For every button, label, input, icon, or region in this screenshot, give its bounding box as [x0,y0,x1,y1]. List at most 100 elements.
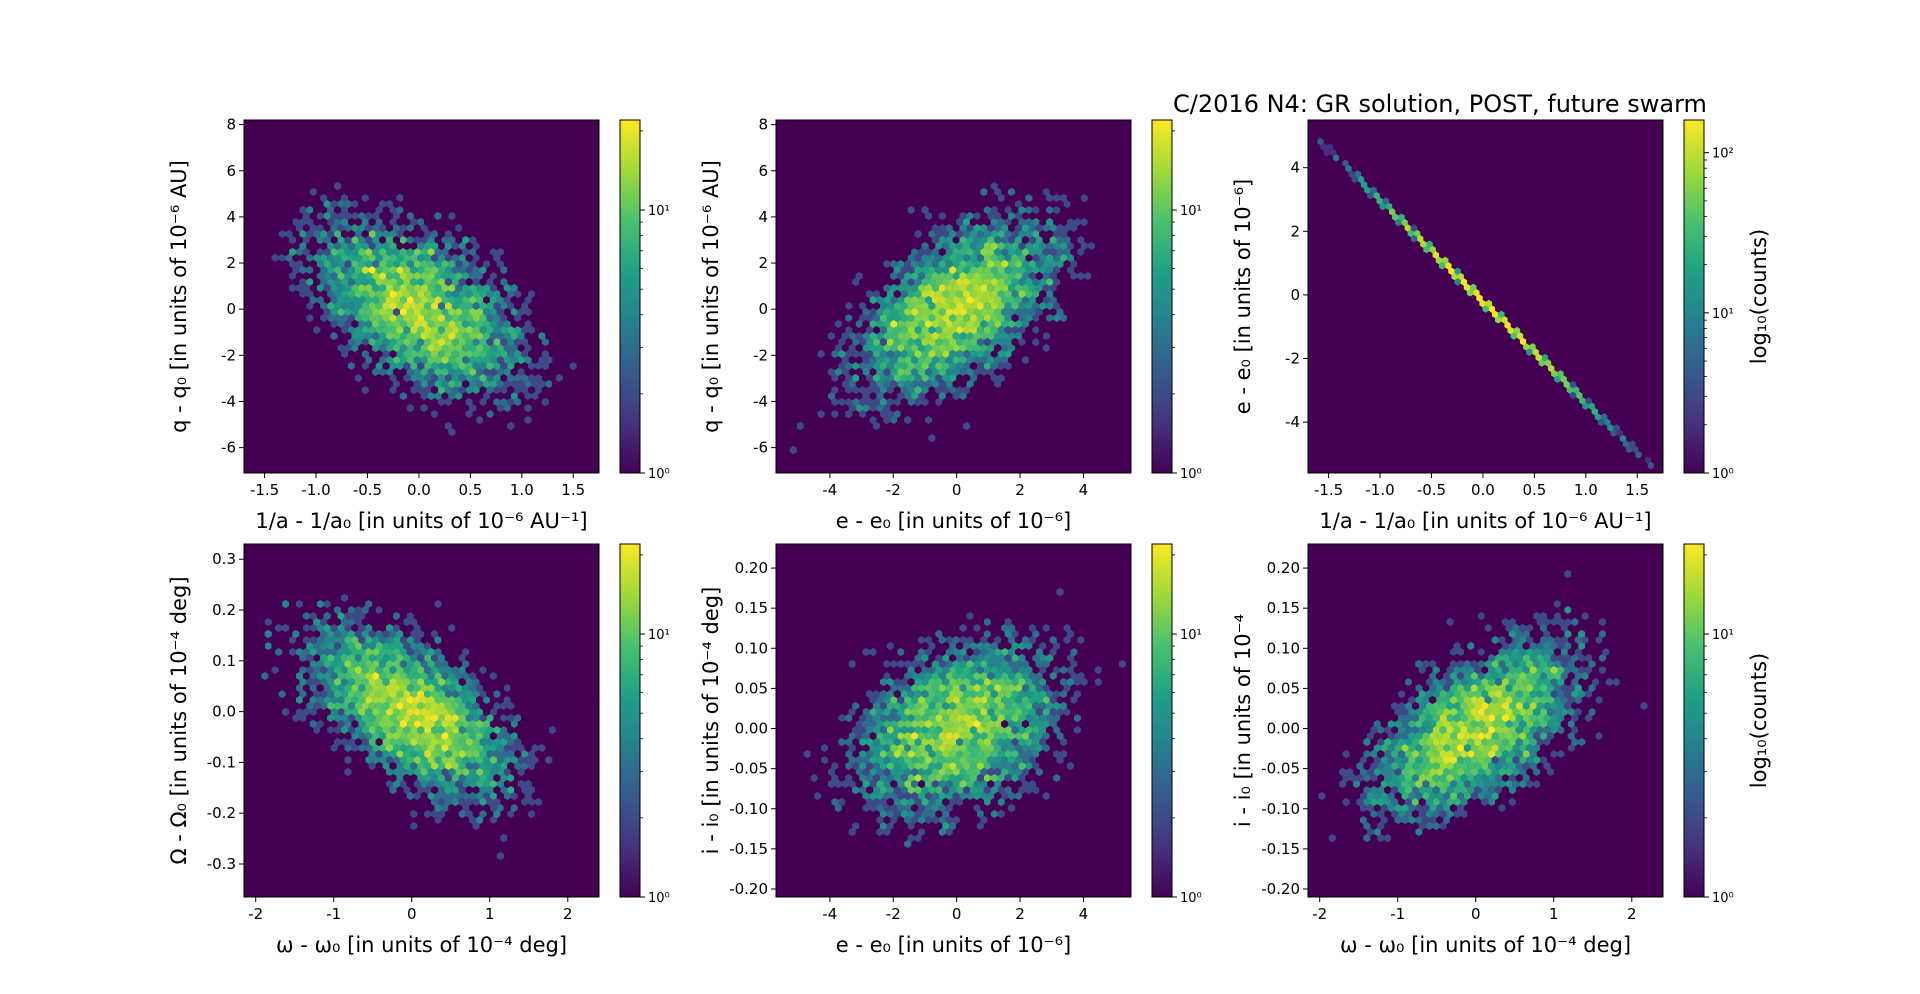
hexbin-cell [1118,683,1126,693]
y-tick-label: -2 [753,346,768,364]
hexbin-cell [1505,695,1513,705]
hexbin-cell [1460,689,1468,699]
hexbin-cell [883,355,891,365]
hexbin-cell [879,289,887,299]
hexbin-cell [334,737,342,747]
hexbin-cell [883,367,891,377]
hexbin-cell [976,313,984,323]
x-tick-label: 1.5 [1625,481,1649,499]
hexbin-cell [1001,235,1009,245]
hexbin-cell [306,665,314,675]
hexbin-cell [942,821,950,831]
hexbin-cell [1450,683,1457,693]
hexbin-cell [886,361,894,371]
hexbin-cell [285,217,293,227]
hexbin-cell [420,767,428,777]
hexbin-cell [334,677,342,687]
hexbin-cell [994,671,1002,681]
hexbin-cell [935,773,943,783]
hexbin-cell [997,193,1005,203]
hexbin-cell [337,355,345,365]
hexbin-cell [994,635,1002,645]
hexbin-cell [976,641,984,651]
hexbin-cell [320,253,328,263]
hexbin-cell [320,689,328,699]
hexbin-cell [389,289,397,299]
hexbin-cell [413,683,421,693]
hexbin-cell [1495,665,1503,675]
hexbin-cell [503,803,511,813]
hexbin-cell [845,737,853,747]
hexbin-cell [389,725,397,735]
hexbin-cell [392,379,400,389]
hexbin-cell [386,731,393,741]
hexbin-cell [538,391,546,401]
hexbin-cell [1460,857,1468,867]
hexbin-cell [914,361,922,371]
hexbin-cell [897,295,905,305]
hexbin-cell [534,397,542,407]
hexbin-cell [354,241,362,251]
hexbin-cell [472,749,480,759]
hexbin-cell [1018,689,1026,699]
hexbin-cell [448,331,456,341]
hexbin-cell [386,199,393,209]
hexbin-cell [897,635,905,645]
hexbin-cell [904,767,912,777]
hexbin-cell [890,683,898,693]
hexbin-cell [448,695,456,705]
hexbin-cell [1446,713,1454,723]
hexbin-cell [441,379,449,389]
hexbin-cell [462,235,470,245]
hexbin-cell [1011,605,1019,615]
hexbin-cell [420,319,428,329]
hexbin-cell [406,211,414,221]
hexbin-cell [330,259,338,269]
hexbin-cell [1540,707,1548,717]
hexbin-cell [1467,761,1475,771]
hexbin-cell [1004,277,1012,287]
hexbin-cell [1466,289,1474,297]
hexbin-cell [1398,761,1406,771]
hexbin-cell [1039,689,1047,699]
hexbin-cell [945,635,953,645]
hexbin-cell [330,187,338,197]
hexbin-cell [354,713,362,723]
hexbin-cell [347,737,355,747]
hexbin-cell [465,749,473,759]
hexbin-cell [1094,665,1102,675]
hexbin-cell [455,755,463,765]
hexbin-cell [403,701,411,711]
hexbin-cell [921,361,929,371]
hexbin-cell [935,701,943,711]
hexbin-cell [1091,743,1099,753]
hexbin-cell [451,785,459,795]
hexbin-cell [966,331,974,341]
hexbin-cell [524,403,532,413]
hexbin-cell [966,247,974,257]
hexbin-cell [914,761,922,771]
hexbin-cell [1540,671,1548,681]
hexbin-cell [552,331,560,341]
hexbin-cell [396,349,404,359]
hexbin-cell [507,349,515,359]
hexbin-cell [921,253,929,263]
hexbin-cell [1536,665,1544,675]
hexbin-cell [914,289,922,299]
hexbin-cell [883,379,891,389]
hexbin-cell [431,653,439,663]
hexbin-cell [1453,749,1461,759]
hexbin-cell [1547,695,1554,705]
hexbin-cell [1407,229,1415,238]
hexbin-cell [462,695,470,705]
hexbin-cell [372,707,380,717]
hexbin-cell [914,797,922,807]
hexbin-cell [351,635,359,645]
hexbin-cell [361,713,369,723]
hexbin-cell [427,731,435,741]
hexbin-cell [956,301,964,311]
hexbin-cell [441,367,449,377]
hexbin-cell [1001,283,1009,293]
hexbin-cell [1436,695,1444,705]
hexbin-cell [931,719,939,729]
